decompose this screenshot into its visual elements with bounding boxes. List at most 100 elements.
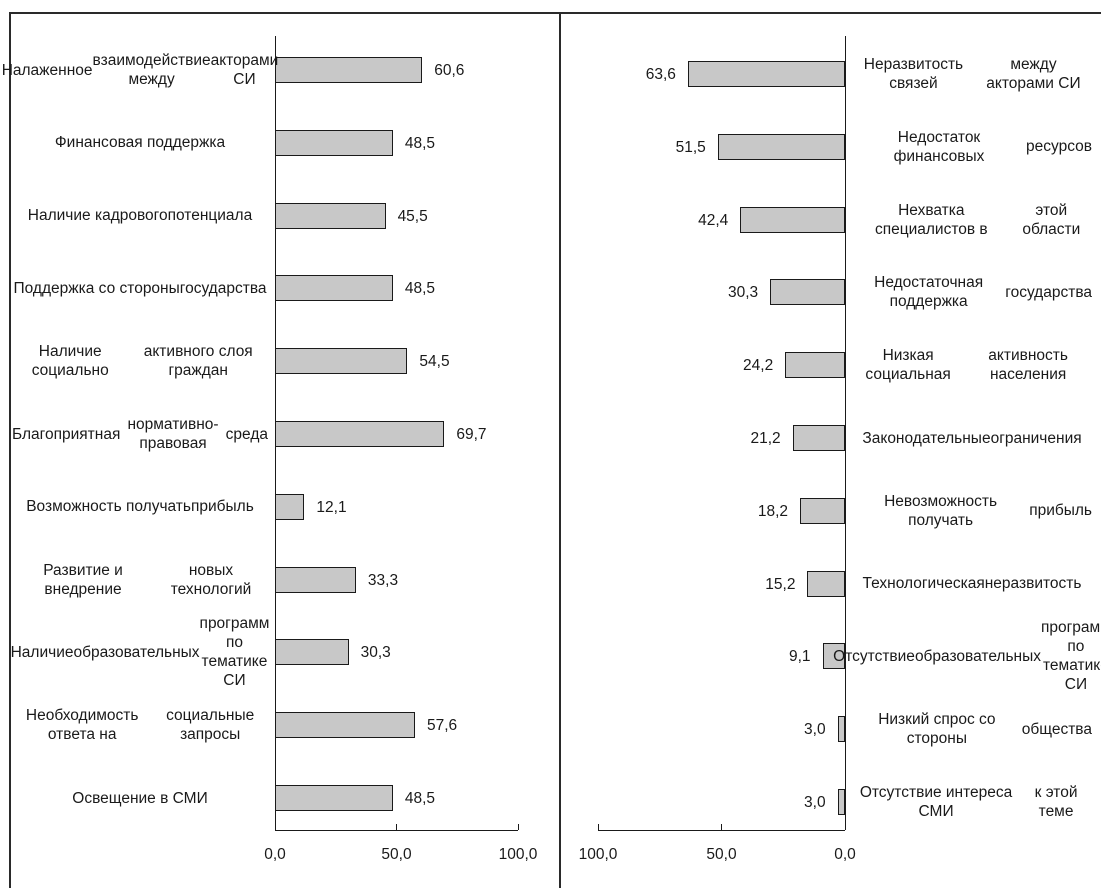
right-category-label-line: Отсутствие bbox=[833, 647, 915, 665]
right-category-label-line: Недостаток финансовых bbox=[893, 128, 985, 165]
right-chart-panel bbox=[561, 12, 1101, 888]
right-bar bbox=[807, 570, 845, 597]
left-category-label: Наличие кадрового потенциала bbox=[12, 176, 268, 256]
right-x-tick-label: 100,0 bbox=[578, 846, 618, 863]
left-category-label: Финансовая поддержка bbox=[12, 103, 268, 183]
left-category-label: Благоприятная нормативно-правовая среда bbox=[12, 394, 268, 474]
left-bar bbox=[275, 348, 408, 375]
right-bar bbox=[822, 643, 845, 670]
right-value-label: 63,6 bbox=[645, 66, 676, 83]
right-category-label-line: Нехватка специалистов в bbox=[874, 201, 988, 238]
left-bar bbox=[275, 129, 393, 156]
right-category-label-line: Отсутствие интереса СМИ bbox=[859, 784, 1013, 820]
right-category-label-line: неразвитость bbox=[984, 575, 1082, 593]
left-category-label-line: Возможность получать bbox=[26, 498, 191, 516]
left-category-label-line: Освещение в СМИ bbox=[72, 789, 208, 807]
left-value-label: 60,6 bbox=[434, 62, 465, 79]
left-x-tick bbox=[396, 824, 397, 830]
right-x-tick bbox=[597, 824, 599, 830]
right-value-label: 51,5 bbox=[675, 138, 706, 156]
right-x-tick-label: 50,0 bbox=[706, 846, 737, 863]
left-value-label: 54,5 bbox=[419, 353, 450, 371]
right-value-label: 3,0 bbox=[804, 794, 826, 811]
left-x-tick-label: 0,0 bbox=[264, 846, 286, 863]
left-category-label-line: нормативно-правовая bbox=[127, 416, 219, 452]
right-category-label: Технологическая неразвитость bbox=[852, 544, 1092, 624]
left-value-label: 48,5 bbox=[404, 790, 436, 807]
right-category-label: Недостаток финансовых ресурсов bbox=[852, 107, 1092, 187]
right-category-label-line: Невозможность получать bbox=[884, 492, 998, 529]
left-x-tick bbox=[274, 824, 276, 830]
left-x-axis-line bbox=[275, 830, 518, 831]
left-bar bbox=[275, 421, 445, 447]
right-value-label: 18,2 bbox=[757, 502, 789, 520]
left-bar bbox=[275, 493, 305, 520]
right-y-axis-line bbox=[845, 36, 846, 830]
left-category-label: Необходимость ответа на социальные запрос… bbox=[12, 685, 268, 765]
right-x-axis-line bbox=[598, 830, 845, 831]
left-bar bbox=[275, 275, 393, 302]
left-category-label-line: Необходимость ответа на bbox=[25, 707, 139, 744]
right-category-label-line: прибыль bbox=[1029, 502, 1092, 520]
left-category-label: Наличие образовательных программ по темати… bbox=[10, 612, 270, 692]
left-category-label-line: Наличие bbox=[10, 643, 74, 661]
right-bar bbox=[792, 425, 845, 451]
left-bar bbox=[275, 566, 356, 593]
right-bar bbox=[785, 352, 845, 379]
right-category-label: Низкий спрос со стороны общества bbox=[852, 689, 1092, 769]
right-x-tick bbox=[844, 824, 846, 830]
right-bar bbox=[687, 61, 845, 87]
left-x-tick-label: 50,0 bbox=[381, 846, 412, 863]
right-category-label-line: Неразвитость связей bbox=[863, 56, 964, 92]
right-category-label: Недостаточная поддержка государства bbox=[852, 252, 1092, 332]
left-chart-panel bbox=[9, 12, 561, 888]
right-value-label: 42,4 bbox=[698, 211, 729, 229]
right-category-label-line: этой области bbox=[1022, 201, 1081, 238]
left-value-label: 30,3 bbox=[360, 644, 391, 662]
left-category-label: Развитие и внедрение новых технологий bbox=[12, 540, 268, 620]
left-value-label: 33,3 bbox=[367, 571, 399, 589]
right-bar bbox=[837, 716, 845, 743]
left-category-label-line: образовательных bbox=[73, 643, 200, 661]
right-category-label: Низкая социальная активность населения bbox=[852, 325, 1092, 405]
left-value-label: 69,7 bbox=[456, 426, 487, 443]
right-category-label-line: ресурсов bbox=[1026, 138, 1092, 156]
left-value-label: 45,5 bbox=[397, 207, 428, 225]
left-category-label-line: социальные запросы bbox=[166, 707, 255, 744]
right-x-tick-label: 0,0 bbox=[834, 846, 856, 863]
left-category-label-line: Наличие кадрового bbox=[27, 207, 168, 225]
left-category-label-line: потенциала bbox=[167, 207, 253, 225]
left-bar bbox=[275, 785, 393, 811]
right-category-label-line: Недостаточная поддержка bbox=[874, 274, 984, 311]
right-category-label-line: к этой теме bbox=[1034, 784, 1078, 820]
left-category-label-line: программ по тематике СИ bbox=[199, 615, 270, 690]
right-category-label-line: между акторами СИ bbox=[986, 56, 1081, 92]
left-category-label-line: взаимодействие между bbox=[92, 52, 211, 88]
right-category-label: Законодательные ограничения bbox=[852, 398, 1092, 478]
right-category-label-line: программ по тематике СИ bbox=[1041, 619, 1101, 694]
right-category-label-line: Законодательные bbox=[862, 429, 991, 447]
left-x-tick bbox=[517, 824, 519, 830]
left-bar bbox=[275, 202, 386, 229]
left-bar bbox=[275, 712, 415, 739]
left-bar bbox=[275, 57, 423, 83]
left-category-label-line: активного слоя граждан bbox=[143, 343, 253, 380]
right-category-label: Невозможность получать прибыль bbox=[852, 471, 1092, 551]
right-category-label: Отсутствиеобразовательныхпрограмм по тем… bbox=[833, 616, 1101, 696]
right-value-label: 3,0 bbox=[804, 721, 826, 739]
right-category-label-line: общества bbox=[1021, 720, 1092, 738]
right-category-label-line: Низкий спрос со стороны bbox=[878, 711, 996, 748]
left-category-label-line: Наличие социально bbox=[31, 343, 109, 380]
right-value-label: 21,2 bbox=[750, 430, 781, 447]
left-value-label: 12,1 bbox=[316, 498, 347, 516]
right-category-label: Неразвитость связей между акторами СИ bbox=[852, 34, 1092, 114]
left-category-label: Поддержка со стороны государства bbox=[12, 248, 268, 328]
left-category-label-line: новых технологий bbox=[170, 561, 252, 598]
left-category-label-line: Благоприятная bbox=[12, 425, 121, 443]
left-category-label-line: Финансовая поддержка bbox=[54, 134, 226, 152]
left-category-label-line: Налаженное bbox=[1, 61, 93, 79]
left-category-label: Налаженное взаимодействие между акторами С… bbox=[2, 30, 279, 110]
right-category-label-line: активность населения bbox=[988, 347, 1068, 384]
left-value-label: 48,5 bbox=[404, 280, 436, 298]
right-category-label-line: образовательных bbox=[914, 647, 1041, 665]
